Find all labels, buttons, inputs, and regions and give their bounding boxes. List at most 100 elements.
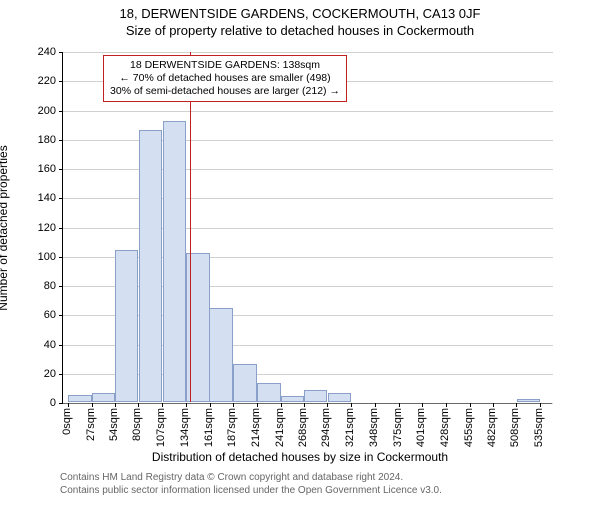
x-tick-label: 535sqm <box>533 408 545 447</box>
histogram-bar <box>68 395 91 402</box>
x-tick <box>493 403 494 407</box>
footnote: Contains HM Land Registry data © Crown c… <box>60 472 590 497</box>
y-tick <box>59 198 63 199</box>
x-tick <box>92 403 93 407</box>
histogram-bar <box>163 121 186 402</box>
y-tick-label: 220 <box>16 75 56 87</box>
x-tick-label: 54sqm <box>108 408 120 441</box>
y-tick <box>59 403 63 404</box>
annotation-line: 18 DERWENTSIDE GARDENS: 138sqm <box>110 59 340 72</box>
chart: 18 DERWENTSIDE GARDENS: 138sqm← 70% of d… <box>62 52 552 404</box>
y-tick-label: 140 <box>16 192 56 204</box>
histogram-bar <box>209 308 232 402</box>
histogram-bar <box>517 399 540 402</box>
x-tick <box>162 403 163 407</box>
histogram-bar <box>257 383 280 402</box>
x-tick <box>257 403 258 407</box>
x-tick-label: 401sqm <box>415 408 427 447</box>
x-tick <box>422 403 423 407</box>
x-tick-label: 508sqm <box>509 408 521 447</box>
x-tick-label: 375sqm <box>392 408 404 447</box>
y-tick-label: 180 <box>16 134 56 146</box>
x-tick-label: 214sqm <box>250 408 262 447</box>
y-tick-label: 100 <box>16 251 56 263</box>
x-tick <box>516 403 517 407</box>
x-tick-label: 187sqm <box>226 408 238 447</box>
plot-area: 18 DERWENTSIDE GARDENS: 138sqm← 70% of d… <box>62 52 552 404</box>
footnote-line: Contains HM Land Registry data © Crown c… <box>60 472 590 485</box>
x-tick-label: 0sqm <box>61 408 73 435</box>
y-tick-label: 0 <box>16 397 56 409</box>
x-tick-label: 428sqm <box>439 408 451 447</box>
page-supertitle: 18, DERWENTSIDE GARDENS, COCKERMOUTH, CA… <box>0 6 600 21</box>
x-tick <box>540 403 541 407</box>
histogram-bar <box>304 390 327 402</box>
x-tick-label: 268sqm <box>297 408 309 447</box>
x-tick <box>186 403 187 407</box>
y-tick <box>59 169 63 170</box>
y-tick-label: 40 <box>16 339 56 351</box>
y-tick-label: 60 <box>16 309 56 321</box>
x-tick <box>233 403 234 407</box>
y-tick-label: 80 <box>16 280 56 292</box>
gridline <box>63 198 553 199</box>
x-tick <box>375 403 376 407</box>
y-tick-label: 240 <box>16 46 56 58</box>
x-tick <box>138 403 139 407</box>
reference-line <box>190 52 191 402</box>
y-tick-label: 160 <box>16 163 56 175</box>
x-tick <box>327 403 328 407</box>
gridline <box>63 111 553 112</box>
page-title: Size of property relative to detached ho… <box>0 23 600 38</box>
y-tick <box>59 140 63 141</box>
y-tick <box>59 315 63 316</box>
y-tick-label: 20 <box>16 368 56 380</box>
x-tick-label: 134sqm <box>179 408 191 447</box>
x-tick <box>399 403 400 407</box>
y-tick <box>59 81 63 82</box>
y-tick <box>59 52 63 53</box>
x-tick <box>281 403 282 407</box>
y-tick-label: 120 <box>16 222 56 234</box>
x-tick-label: 321sqm <box>344 408 356 447</box>
annotation-box: 18 DERWENTSIDE GARDENS: 138sqm← 70% of d… <box>103 55 347 102</box>
y-tick <box>59 257 63 258</box>
histogram-bar <box>115 250 138 402</box>
x-tick-label: 241sqm <box>274 408 286 447</box>
histogram-bar <box>92 393 115 402</box>
x-tick-label: 348sqm <box>368 408 380 447</box>
y-tick <box>59 111 63 112</box>
y-tick <box>59 374 63 375</box>
y-tick <box>59 286 63 287</box>
x-tick <box>68 403 69 407</box>
x-tick-label: 294sqm <box>320 408 332 447</box>
gridline <box>63 228 553 229</box>
x-tick <box>351 403 352 407</box>
x-tick <box>115 403 116 407</box>
histogram-bar <box>139 130 162 402</box>
gridline <box>63 140 553 141</box>
y-tick-label: 200 <box>16 105 56 117</box>
gridline <box>63 52 553 53</box>
gridline <box>63 403 553 404</box>
x-tick-label: 455sqm <box>463 408 475 447</box>
x-tick-label: 161sqm <box>203 408 215 447</box>
y-tick <box>59 228 63 229</box>
annotation-line: ← 70% of detached houses are smaller (49… <box>110 72 340 85</box>
y-axis-label: Number of detached properties <box>0 145 10 310</box>
gridline <box>63 169 553 170</box>
x-tick <box>446 403 447 407</box>
x-tick <box>470 403 471 407</box>
histogram-bar <box>281 396 304 402</box>
x-tick-label: 107sqm <box>155 408 167 447</box>
x-tick <box>210 403 211 407</box>
x-tick <box>304 403 305 407</box>
x-tick-label: 27sqm <box>85 408 97 441</box>
footnote-line: Contains public sector information licen… <box>60 485 590 498</box>
histogram-bar <box>233 364 256 402</box>
x-tick-label: 482sqm <box>486 408 498 447</box>
y-tick <box>59 345 63 346</box>
histogram-bar <box>328 393 351 402</box>
x-tick-label: 80sqm <box>131 408 143 441</box>
annotation-line: 30% of semi-detached houses are larger (… <box>110 85 340 98</box>
